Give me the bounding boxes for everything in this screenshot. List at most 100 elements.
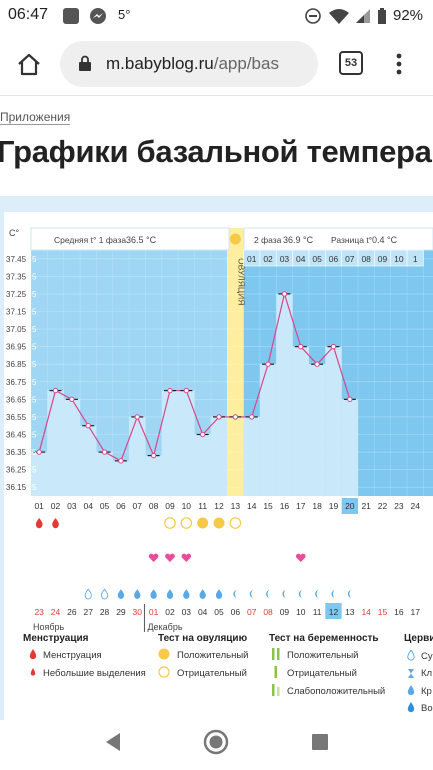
cervix-dry-drop-icon — [84, 588, 92, 600]
temperature-bar — [341, 399, 358, 496]
cervix-dry-drop-icon — [100, 588, 109, 600]
pregnancy-negative-icon — [274, 666, 277, 678]
phase1-value: 36.5 °C — [126, 235, 157, 245]
y-tick-stub: 5 — [32, 378, 37, 387]
cervix-crescent-icon — [331, 590, 336, 598]
cycle-day-label: 23 — [394, 501, 404, 511]
y-tick-label: 37.25 — [6, 290, 27, 299]
menstruation-drop-icon — [52, 518, 59, 529]
temperature-bar — [145, 455, 162, 496]
temperature-bar — [243, 416, 260, 496]
lock-icon — [79, 55, 91, 71]
breadcrumb[interactable]: Приложения — [0, 110, 71, 125]
temperature-point — [150, 452, 157, 459]
legend-pregnancy-positive: Положительный — [287, 650, 359, 661]
battery-level: 92% — [393, 7, 424, 24]
cervix-watery-icon — [407, 702, 415, 713]
temperature-point — [167, 387, 173, 394]
y-tick-stub: 5 — [32, 325, 37, 334]
temperature-point — [118, 458, 124, 464]
temperature-bar — [112, 460, 130, 496]
legend-cervix-title: Церви — [404, 633, 433, 644]
cervix-drop-icon — [117, 589, 125, 599]
legend-menstruation: Менструация — [43, 650, 102, 661]
ovulation-test-negative-icon — [229, 517, 242, 529]
y-tick-stub: 5 — [32, 255, 37, 264]
cycle-day-label: 12 — [214, 501, 224, 511]
calendar-date-label: 06 — [231, 607, 241, 617]
temperature-point — [85, 423, 91, 429]
page-title: Графики базальной темпера — [0, 134, 432, 169]
phase2-day-label: 07 — [345, 254, 355, 264]
legend-pregnancy-weak: Слабоположительный — [287, 686, 386, 697]
cycle-day-label: 03 — [67, 501, 77, 511]
browser-toolbar: m.babyblog.ru/app/bas 53 — [0, 32, 433, 96]
legend-cervix-4: Во — [421, 703, 433, 714]
tab-switcher-button[interactable]: 53 — [339, 51, 363, 75]
cervix-drop-icon — [134, 589, 141, 599]
calendar-date-label: 29 — [116, 607, 126, 617]
temperature-bar — [308, 364, 326, 496]
y-tick-label: 36.85 — [6, 360, 27, 369]
temperature-bar — [161, 390, 179, 496]
cervix-creamy-icon — [407, 685, 415, 696]
cycle-day-label: 09 — [165, 501, 175, 511]
intercourse-heart-icon — [165, 553, 175, 562]
calendar-date-label: 14 — [361, 607, 371, 617]
cervix-drop-icon — [150, 589, 157, 599]
address-bar[interactable]: m.babyblog.ru/app/bas — [60, 41, 318, 87]
phase2-value: 36.9 °C — [283, 235, 314, 245]
recents-icon[interactable] — [311, 733, 329, 751]
legend-cervix-1: Су — [421, 651, 433, 662]
ovulation-label: ОВУЛЯЦИЯ — [236, 258, 246, 305]
cervix-drop-icon — [199, 589, 206, 599]
battery-icon — [378, 8, 386, 24]
temperature-bar — [210, 416, 228, 496]
calendar-date-label: 16 — [394, 607, 404, 617]
back-icon[interactable] — [104, 732, 122, 752]
ovulation-test-negative-icon — [180, 517, 193, 529]
y-tick-stub: 5 — [32, 431, 37, 440]
legend-menstruation-title: Менструация — [23, 633, 89, 644]
cervix-sticky-icon — [408, 669, 414, 678]
calendar-date-label: 08 — [263, 607, 273, 617]
calendar-date-label: 23 — [34, 607, 44, 617]
calendar-date-label: 02 — [165, 607, 175, 617]
temperature-bar — [80, 425, 97, 496]
calendar-date-label: 07 — [247, 607, 257, 617]
calendar-date-label: 28 — [100, 607, 110, 617]
cervix-drop-icon — [183, 589, 190, 599]
phase1-header — [30, 227, 230, 251]
cervix-crescent-icon — [347, 590, 352, 598]
today-highlight — [325, 603, 342, 619]
y-tick-label: 37.35 — [6, 272, 27, 281]
y-tick-label: 36.25 — [6, 466, 27, 475]
legend-cervix-2: Кл — [421, 668, 433, 679]
ovulation-test-negative-icon — [164, 517, 176, 529]
home-button-icon[interactable] — [203, 729, 229, 755]
phase1-label: Средняя t° 1 фаза — [54, 235, 126, 245]
phase2-day-label: 10 — [394, 254, 404, 264]
temperature-bar — [325, 346, 342, 496]
pregnancy-weak-icon — [272, 684, 280, 696]
cervix-drop-icon — [166, 589, 174, 599]
cycle-day-label: 06 — [116, 501, 126, 511]
home-icon[interactable] — [16, 52, 42, 76]
legend-pregnancy-negative: Отрицательный — [287, 668, 357, 679]
temperature-point — [199, 431, 206, 438]
y-tick-label: 37.15 — [6, 308, 27, 317]
cycle-day-label: 22 — [378, 501, 388, 511]
messenger-icon — [90, 8, 106, 24]
ovulation-column — [227, 228, 244, 496]
calendar-date-label: 15 — [378, 607, 388, 617]
legend-ovulation-negative: Отрицательный — [177, 668, 247, 679]
temperature-bar — [96, 452, 113, 496]
ovulation-positive-icon — [158, 648, 170, 660]
temperature-bar — [194, 434, 211, 496]
y-tick-stub: 5 — [32, 448, 37, 457]
app-notification-icon — [63, 8, 79, 24]
cycle-day-label: 15 — [263, 501, 273, 511]
phase2-day-label: 09 — [378, 254, 388, 264]
dnd-icon — [305, 8, 321, 24]
more-menu-icon[interactable] — [394, 52, 404, 76]
